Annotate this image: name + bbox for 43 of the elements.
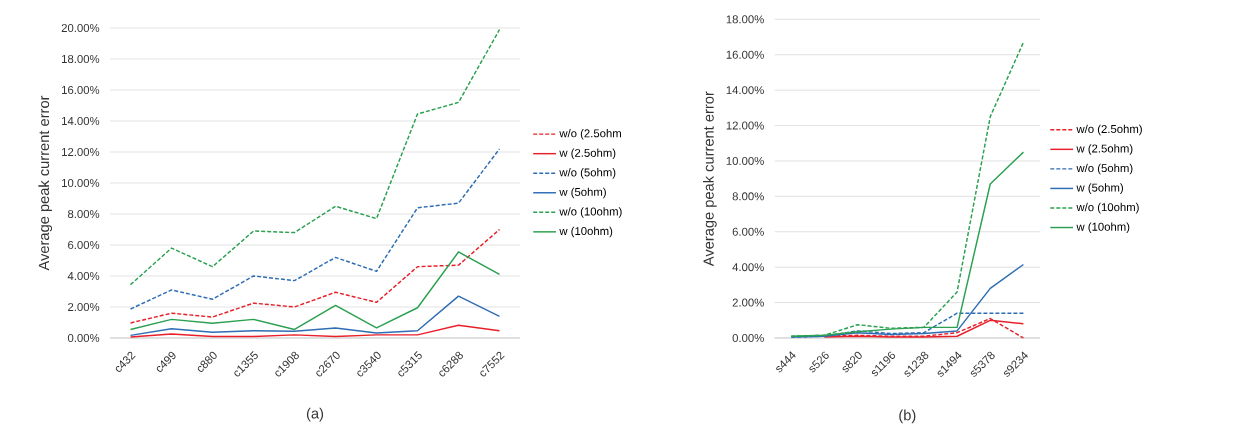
y-tick-label: 8.00% (67, 209, 100, 218)
y-tick-label: 10.00% (726, 156, 764, 165)
y-tick-label: 16.00% (62, 85, 100, 94)
y-tick-label: 6.00% (68, 240, 100, 249)
y-tick-label: 12.00% (726, 121, 764, 130)
line-series (129, 228, 501, 324)
y-axis-title: Average peak current error (38, 95, 53, 271)
legend-label: w/o (2.5ohm (559, 129, 621, 140)
y-tick-label: 6.00% (732, 227, 764, 236)
y-axis-title: Average peak current error (703, 91, 717, 267)
y-tick-label: 4.00% (67, 271, 100, 280)
y-tick-label: 2.00% (732, 298, 764, 307)
line-series (129, 295, 501, 337)
y-tick-label: 20.00% (61, 23, 100, 32)
legend-label: w (5ohm) (559, 187, 606, 199)
y-tick-label: 18.00% (62, 54, 100, 63)
legend-label: w (10ohm) (559, 226, 613, 238)
legend-label: w/o (10ohm) (559, 207, 622, 218)
y-tick-label: 0.00% (67, 333, 100, 342)
y-tick-label: 4.00% (732, 263, 764, 272)
y-tick-label: 0.00% (732, 333, 764, 342)
legend-label: w/o (5ohm) (1076, 163, 1133, 175)
legend-label: w/o (5ohm) (559, 168, 616, 179)
y-tick-label: 8.00% (732, 192, 764, 201)
y-tick-label: 18.00% (726, 15, 764, 24)
text: (b) (899, 409, 916, 424)
legend-label: w (2.5ohm) (1076, 144, 1133, 155)
text: (a) (306, 407, 324, 422)
line-series (129, 324, 501, 338)
y-tick-label: 12.00% (62, 147, 100, 156)
y-tick-label: 10.00% (62, 178, 100, 187)
legend-label: w (5ohm) (1076, 183, 1123, 194)
y-tick-label: 14.00% (62, 116, 100, 125)
line-series (129, 148, 501, 310)
legend-label: w/o (2.5ohm) (1076, 124, 1142, 136)
line-series (129, 251, 501, 331)
y-tick-label: 16.00% (726, 50, 764, 59)
y-tick-label: 14.00% (726, 86, 764, 95)
y-tick-label: 2.00% (68, 302, 100, 311)
legend-label: w (2.5ohm) (559, 148, 616, 160)
legend-label: w (10ohm) (1076, 222, 1130, 233)
legend-label: w/o (10ohm) (1076, 202, 1139, 214)
line-series (129, 28, 501, 286)
